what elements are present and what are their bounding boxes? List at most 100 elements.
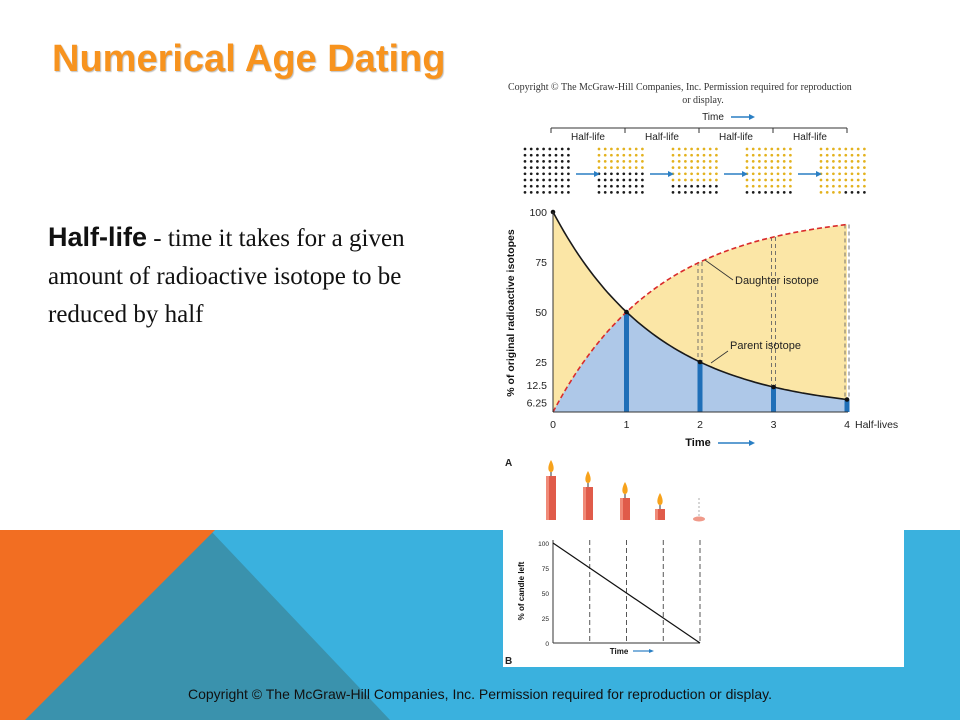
daughter-atom-dot <box>850 178 854 182</box>
daughter-atom-dot <box>751 172 755 176</box>
daughter-atom-dot <box>610 147 613 151</box>
parent-point <box>844 397 850 402</box>
daughter-atom-dot <box>825 153 829 157</box>
daughter-atom-dot <box>684 153 687 157</box>
x-tick-label: 3 <box>771 419 777 431</box>
daughter-atom-dot <box>696 172 700 176</box>
daughter-atom-dot <box>751 153 755 157</box>
parent-bar <box>844 399 850 412</box>
daughter-atom-dot <box>641 153 644 157</box>
parent-atom-dot <box>616 172 619 176</box>
daughter-atom-dot <box>776 178 780 182</box>
parent-atom-dot <box>690 191 693 194</box>
candle-puddle <box>693 516 705 522</box>
parent-atom-dot <box>696 191 700 194</box>
parent-atom-dot <box>610 172 613 176</box>
daughter-atom-dot <box>789 184 792 188</box>
isotope-dot-grids <box>523 147 866 194</box>
daughter-atom-dot <box>758 184 761 188</box>
daughter-atom-dot <box>622 153 626 157</box>
parent-atom-dot <box>863 191 866 194</box>
daughter-atom-dot <box>702 147 706 151</box>
daughter-atom-dot <box>715 153 718 157</box>
daughter-atom-dot <box>758 178 761 182</box>
parent-atom-dot <box>782 191 786 194</box>
daughter-atom-dot <box>819 153 823 157</box>
daughter-atom-dot <box>825 147 829 151</box>
daughter-atom-dot <box>758 160 761 163</box>
candle-flame <box>622 482 628 494</box>
daughter-atom-dot <box>634 153 638 157</box>
parent-atom-dot <box>523 153 527 157</box>
daughter-atom-dot <box>671 153 675 157</box>
daughter-atom-dot <box>770 178 774 182</box>
daughter-atom-dot <box>684 178 687 182</box>
daughter-atom-dot <box>825 172 829 176</box>
daughter-atom-dot <box>844 184 848 188</box>
parent-atom-dot <box>542 184 545 188</box>
daughter-atom-dot <box>677 153 681 157</box>
slide-footer-copyright: Copyright © The McGraw-Hill Companies, I… <box>187 686 773 702</box>
daughter-atom-dot <box>838 160 841 163</box>
daughter-atom-dot <box>844 172 848 176</box>
parent-atom-dot <box>634 191 638 194</box>
x-tick-label: 0 <box>550 419 556 431</box>
daughter-atom-dot <box>690 172 693 176</box>
daughter-atom-dot <box>856 172 860 176</box>
daughter-atom-dot <box>819 178 823 182</box>
daughter-atom-dot <box>770 184 774 188</box>
daughter-atom-dot <box>758 172 761 176</box>
daughter-atom-dot <box>782 153 786 157</box>
daughter-atom-dot <box>819 166 823 169</box>
slide-title: Numerical Age Dating <box>52 38 446 80</box>
daughter-atom-dot <box>610 166 613 169</box>
parent-atom-dot <box>548 160 552 163</box>
parent-atom-dot <box>622 191 626 194</box>
parent-atom-dot <box>567 191 570 194</box>
parent-atom-dot <box>671 184 675 188</box>
daughter-atom-dot <box>776 166 780 169</box>
figure-copyright-line2: or display. <box>682 95 724 106</box>
daughter-atom-dot <box>702 153 706 157</box>
daughter-atom-dot <box>844 178 848 182</box>
daughter-atom-dot <box>856 160 860 163</box>
parent-atom-dot <box>745 191 749 194</box>
parent-atom-dot <box>529 172 533 176</box>
parent-atom-dot <box>684 191 687 194</box>
daughter-atom-dot <box>825 178 829 182</box>
daughter-atom-dot <box>696 166 700 169</box>
parent-label-group: Parent isotope <box>710 340 801 364</box>
daughter-atom-dot <box>690 160 693 163</box>
daughter-atom-dot <box>641 166 644 169</box>
parent-atom-dot <box>567 166 570 169</box>
candle-y-tick-label: 100 <box>538 541 549 548</box>
top-time-arrow <box>731 114 755 120</box>
parent-atom-dot <box>567 184 570 188</box>
daughter-atom-dot <box>677 166 681 169</box>
daughter-atom-dot <box>690 178 693 182</box>
daughter-atom-dot <box>708 153 712 157</box>
candle-y-axis-label: % of candle left <box>517 561 526 620</box>
daughter-atom-dot <box>838 153 841 157</box>
daughter-atom-dot <box>856 184 860 188</box>
daughter-atom-dot <box>782 160 786 163</box>
candle-flame <box>548 460 554 472</box>
daughter-atom-dot <box>622 166 626 169</box>
daughter-atom-dot <box>702 172 706 176</box>
parent-bar <box>771 387 776 412</box>
daughter-atom-dot <box>789 166 792 169</box>
parent-atom-dot <box>542 191 545 194</box>
parent-bar <box>624 312 629 412</box>
decay-arrow-2 <box>650 171 674 177</box>
daughter-atom-dot <box>838 172 841 176</box>
daughter-atom-dot <box>708 178 712 182</box>
daughter-atom-dot <box>684 147 687 151</box>
daughter-atom-dot <box>856 147 860 151</box>
parent-atom-dot <box>523 172 527 176</box>
daughter-atom-dot <box>850 166 854 169</box>
daughter-atom-dot <box>715 160 718 163</box>
parent-atom-dot <box>690 184 693 188</box>
half-life-label-1: Half-life <box>571 132 605 143</box>
parent-atom-dot <box>616 178 619 182</box>
y-axis-label: % of original radioactive isotopes <box>505 229 517 397</box>
